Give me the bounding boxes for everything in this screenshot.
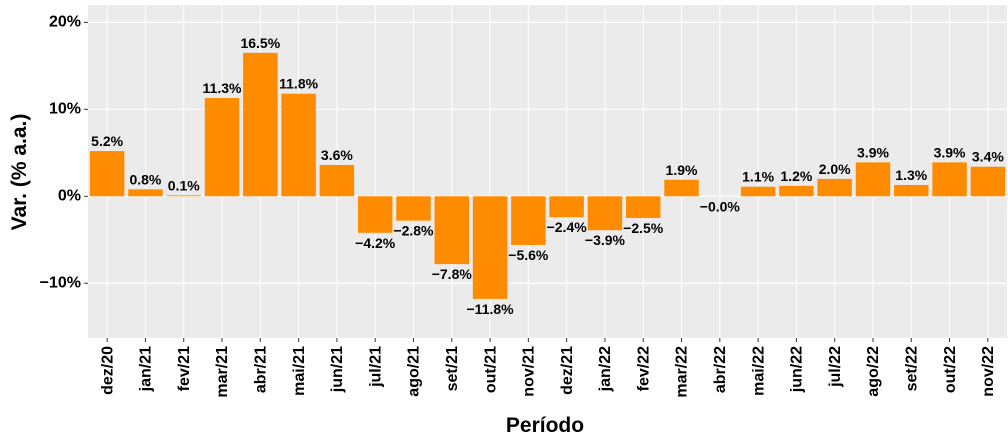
x-tick-label: set/21 <box>444 346 461 391</box>
value-label: −5.6% <box>508 247 549 263</box>
value-label: −2.8% <box>393 223 434 239</box>
value-label: −0.0% <box>700 198 741 214</box>
x-tick-label: jan/21 <box>138 346 155 392</box>
y-tick-label: 0% <box>58 187 81 204</box>
bar <box>319 164 355 197</box>
bar <box>817 178 852 197</box>
value-label: 1.9% <box>666 162 698 178</box>
y-tick-label: 20% <box>49 14 81 31</box>
value-label: 1.1% <box>742 169 774 185</box>
bar <box>855 162 891 197</box>
x-tick-label: mar/22 <box>674 346 691 398</box>
x-tick-label: mai/22 <box>750 346 767 396</box>
value-label: 1.2% <box>780 168 812 184</box>
value-label: −2.5% <box>623 220 664 236</box>
y-tick-label: 10% <box>49 101 81 118</box>
y-axis-title: Var. (% a.a.) <box>8 114 31 231</box>
bar <box>128 189 163 197</box>
bar <box>357 196 393 233</box>
value-label: 11.3% <box>203 80 242 96</box>
bar <box>779 185 814 197</box>
x-tick-label: out/22 <box>942 346 959 393</box>
value-label: 3.9% <box>934 144 966 160</box>
x-tick-label: ago/21 <box>406 346 423 397</box>
value-label: 3.9% <box>857 144 889 160</box>
value-label: 0.1% <box>168 177 200 193</box>
x-tick-label: set/22 <box>903 346 920 391</box>
x-tick-label: jun/22 <box>789 346 806 393</box>
x-tick-label: ago/22 <box>865 346 882 397</box>
value-label: 2.0% <box>819 161 851 177</box>
bar <box>166 195 201 197</box>
bar <box>664 179 699 197</box>
value-label: 16.5% <box>240 35 280 51</box>
bar <box>740 186 776 197</box>
value-label: −4.2% <box>355 235 396 251</box>
x-tick-label: abr/22 <box>712 346 729 393</box>
x-tick-label: dez/20 <box>99 346 116 395</box>
value-label: −7.8% <box>432 266 473 282</box>
bar <box>396 196 431 221</box>
x-tick-label: jul/21 <box>367 346 384 388</box>
value-label: 11.8% <box>279 76 318 92</box>
bar <box>932 162 967 197</box>
bar <box>587 196 623 231</box>
value-label: −2.4% <box>547 219 588 235</box>
x-tick-label: fev/21 <box>176 346 193 391</box>
x-tick-label: jul/22 <box>827 346 844 388</box>
x-tick-label: mar/21 <box>214 346 231 398</box>
bar <box>970 166 1006 197</box>
x-tick-label: out/21 <box>482 346 499 393</box>
value-label: 3.6% <box>321 147 353 163</box>
y-tick-label: −10% <box>40 274 81 291</box>
x-tick-label: fev/22 <box>635 346 652 391</box>
bar <box>894 184 929 197</box>
bar <box>204 98 240 197</box>
bar <box>89 151 125 197</box>
value-label: −11.8% <box>467 301 515 317</box>
bar <box>549 196 584 218</box>
bar <box>434 196 470 265</box>
x-tick-label: abr/21 <box>253 346 270 393</box>
x-tick-label: dez/21 <box>559 346 576 395</box>
bar <box>625 196 661 219</box>
x-tick-label: jun/21 <box>329 346 346 393</box>
value-label: 1.3% <box>895 167 927 183</box>
x-tick-label: mai/21 <box>291 346 308 396</box>
value-label: 0.8% <box>129 171 161 187</box>
x-tick-label: nov/22 <box>980 346 997 397</box>
x-tick-label: jan/22 <box>597 346 614 392</box>
value-label: 3.4% <box>972 149 1004 165</box>
value-label: −3.9% <box>585 232 626 248</box>
value-label: 5.2% <box>91 133 123 149</box>
bar <box>243 52 278 197</box>
bar <box>511 196 546 245</box>
bar <box>281 93 316 197</box>
x-axis-title: Período <box>506 414 584 435</box>
panel <box>88 5 1007 338</box>
bar <box>472 196 508 299</box>
x-tick-label: nov/21 <box>521 346 538 397</box>
